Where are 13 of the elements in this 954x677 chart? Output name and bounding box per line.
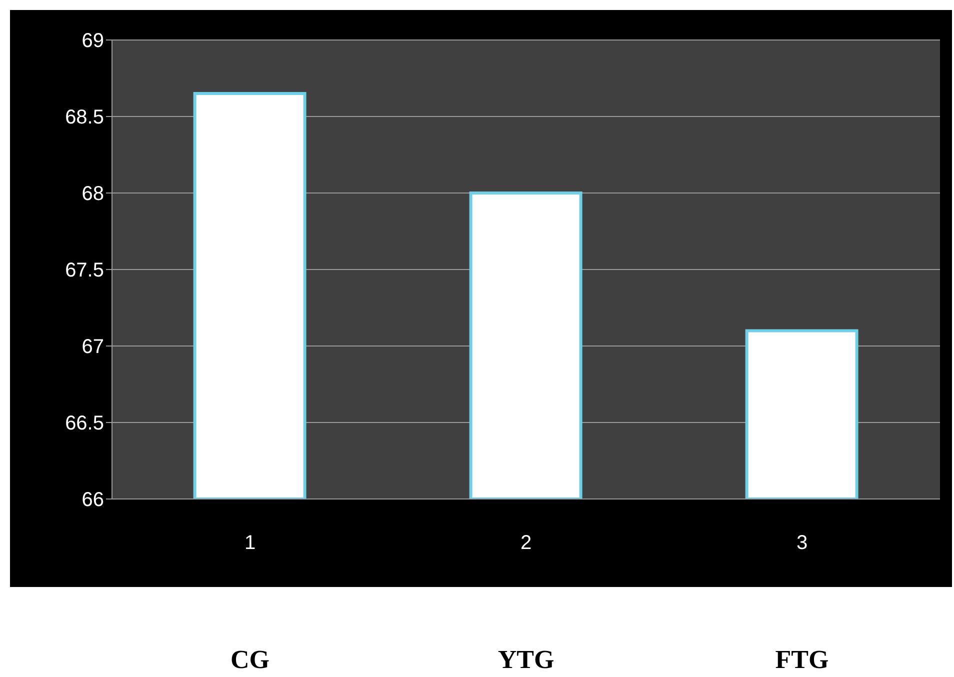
y-tick-label: 66.5 bbox=[65, 412, 104, 435]
y-tick-label: 69 bbox=[82, 30, 104, 52]
text: FTG bbox=[774, 645, 830, 675]
y-tick-label: 66 bbox=[82, 489, 104, 512]
y-tick-label: 67 bbox=[82, 336, 104, 358]
x-tick-label: 2 bbox=[520, 532, 532, 554]
text: YTG bbox=[496, 645, 556, 675]
y-tick-label: 68 bbox=[82, 183, 104, 206]
x-tick-label: 3 bbox=[796, 532, 808, 554]
text: CG bbox=[230, 645, 270, 675]
y-tick-label: 68.5 bbox=[65, 106, 104, 129]
x-tick-label: 1 bbox=[244, 532, 256, 554]
y-tick-label: 67.5 bbox=[65, 260, 104, 282]
